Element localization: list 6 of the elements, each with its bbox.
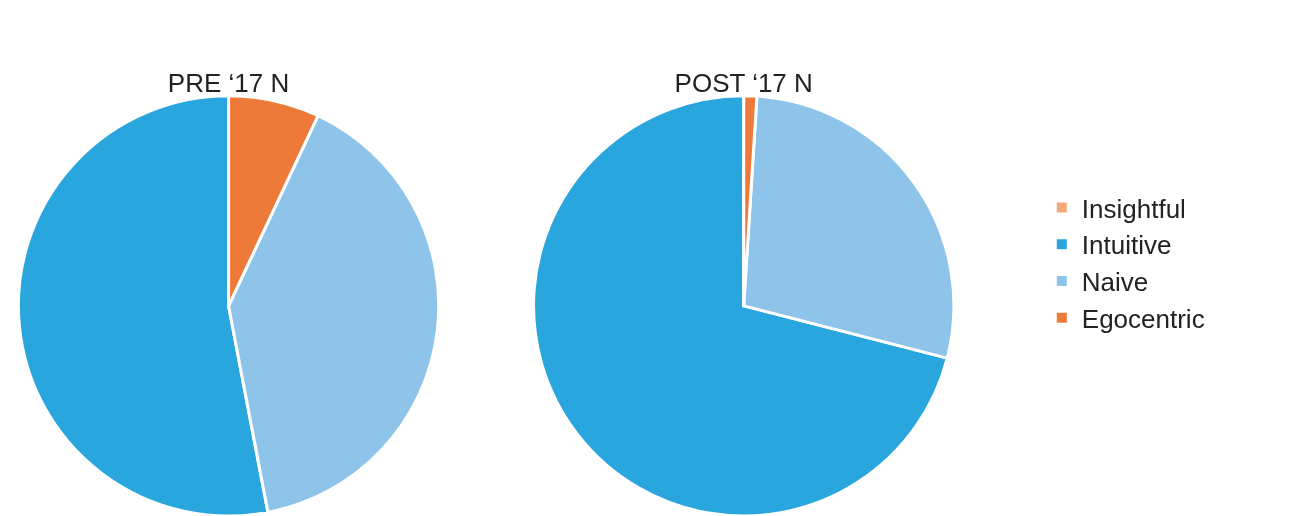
legend-label: Naive bbox=[1081, 267, 1149, 298]
legend-label: Insightful bbox=[1081, 193, 1186, 224]
slice-label: POST ‘17 N bbox=[674, 67, 813, 98]
legend-label: Intuitive bbox=[1081, 230, 1172, 261]
legend-label: Egocentric bbox=[1081, 303, 1205, 334]
slice-label: PRE ‘17 N bbox=[167, 67, 290, 98]
